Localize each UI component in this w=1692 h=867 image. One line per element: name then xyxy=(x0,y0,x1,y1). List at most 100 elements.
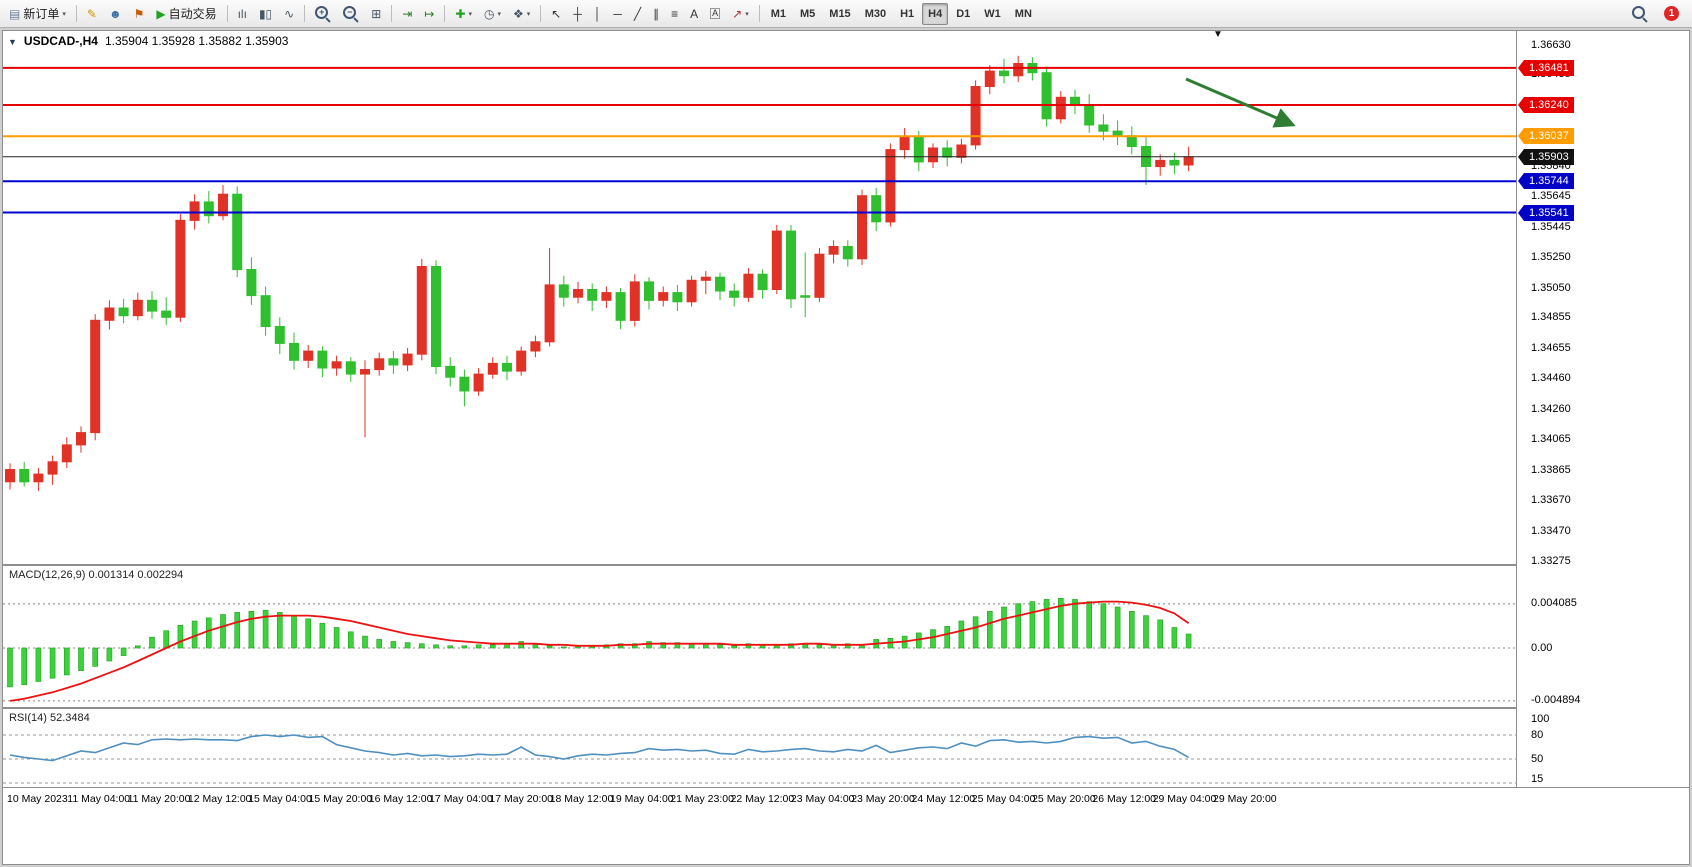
axis-label: 1.34460 xyxy=(1531,372,1571,385)
time-label: 19 May 04:00 xyxy=(610,793,674,805)
search-button[interactable] xyxy=(1627,3,1653,25)
time-label: 23 May 20:00 xyxy=(851,793,915,805)
chevron-down-icon: ▾ xyxy=(497,10,501,18)
time-label: 21 May 23:00 xyxy=(670,793,734,805)
cursor-button[interactable]: ↖ xyxy=(546,3,566,25)
rsi-panel[interactable]: RSI(14) 52.3484 xyxy=(3,709,1516,787)
text-icon: A xyxy=(690,6,699,21)
text-button[interactable]: A xyxy=(685,3,703,25)
tf-h1-button[interactable]: H1 xyxy=(894,3,920,25)
tf-m1-label: M1 xyxy=(770,7,786,20)
template-button[interactable]: ❖ ▾ xyxy=(508,3,535,25)
panel-separator[interactable] xyxy=(3,707,1516,709)
auto-scroll-button[interactable]: ⇥ xyxy=(397,3,417,25)
channel-button[interactable]: ∥ xyxy=(648,3,664,25)
fibonacci-button[interactable]: ≡ xyxy=(666,3,683,25)
time-label: 11 May 04:00 xyxy=(67,793,131,805)
autotrading-button[interactable]: ▶ 自动交易 xyxy=(151,3,221,25)
tf-m30-label: M30 xyxy=(864,7,887,20)
chevron-down-icon: ▾ xyxy=(526,10,531,18)
price-tag-notch xyxy=(1518,59,1524,76)
price-tag-notch xyxy=(1518,97,1524,113)
time-label: 24 May 12:00 xyxy=(911,793,976,805)
axis-label: 0.004085 xyxy=(1531,597,1577,610)
tile-windows-button[interactable]: ⊞ xyxy=(366,3,386,25)
tf-h4-button[interactable]: H4 xyxy=(922,2,949,25)
candle-chart-button[interactable]: ▮▯ xyxy=(254,3,277,25)
tf-mn-button[interactable]: MN xyxy=(1009,3,1038,25)
line-chart-button[interactable]: ∿ xyxy=(279,3,299,25)
price-tag-1.36037: 1.36037 xyxy=(1518,128,1574,145)
panel-separator[interactable] xyxy=(3,564,1516,566)
bar-chart-button[interactable]: ılı xyxy=(233,3,252,25)
price-tag-1.35903: 1.35903 xyxy=(1518,148,1574,165)
axis-label: 15 xyxy=(1531,772,1544,785)
tf-mn-label: MN xyxy=(1014,7,1032,20)
toolbar-separator xyxy=(304,5,306,22)
price-axis[interactable]: 1.366301.364351.358401.356451.354451.352… xyxy=(1516,31,1689,787)
time-label: 15 May 04:00 xyxy=(248,793,312,805)
news-button[interactable]: ⚑ xyxy=(129,3,150,25)
period-button[interactable]: ◷ ▾ xyxy=(479,3,506,25)
chart-menu-icon[interactable]: ▼ xyxy=(8,37,17,47)
vertical-line-button[interactable]: │ xyxy=(589,3,607,25)
axis-label: 0.00 xyxy=(1531,641,1553,654)
price-chart[interactable]: ▼ USDCAD-,H4 1.35904 1.35928 1.35882 1.3… xyxy=(3,31,1516,564)
axis-label: 1.34065 xyxy=(1531,432,1571,445)
axis-label: 1.35050 xyxy=(1531,281,1571,294)
time-label: 25 May 04:00 xyxy=(971,793,1036,805)
price-tag-1.36240: 1.36240 xyxy=(1518,97,1574,113)
tf-m15-button[interactable]: M15 xyxy=(823,3,856,25)
tf-w1-button[interactable]: W1 xyxy=(978,3,1007,25)
zoom-out-button[interactable] xyxy=(338,3,364,25)
new-order-button[interactable]: ▤ 新订单 ▾ xyxy=(4,3,71,25)
chart-symbol: USDCAD-,H4 xyxy=(23,34,98,48)
autotrading-label: 自动交易 xyxy=(168,7,217,21)
trendline-button[interactable]: ╱ xyxy=(629,3,646,25)
axis-label: 100 xyxy=(1531,712,1550,725)
toolbar-separator xyxy=(226,5,228,22)
metaeditor-icon: ✎ xyxy=(86,6,97,21)
price-tag-notch xyxy=(1518,128,1524,145)
main-toolbar: ▤新订单▾✎☻⚑▶自动交易ılı▮▯∿⊞⇥↦✚▾◷▾❖▾↖┼│─╱∥≡AA↗▾M… xyxy=(0,0,1692,28)
time-label: 29 May 04:00 xyxy=(1152,793,1217,805)
axis-label: 1.33470 xyxy=(1531,524,1571,537)
time-axis[interactable]: 10 May 2023 11 May 04:00 11 May 20:00 12 Ma… xyxy=(3,787,1689,814)
tf-m5-button[interactable]: M5 xyxy=(794,3,821,25)
chart-shift-marker[interactable]: ▼ xyxy=(1213,31,1223,40)
tf-m1-button[interactable]: M1 xyxy=(765,3,792,25)
axis-label: 1.33670 xyxy=(1531,493,1571,506)
time-label: 16 May 12:00 xyxy=(368,793,433,805)
arrows-button[interactable]: ↗ ▾ xyxy=(727,3,754,25)
text-label-button[interactable]: A xyxy=(705,3,725,25)
time-label: 17 May 20:00 xyxy=(489,793,554,805)
axis-label: -0.004894 xyxy=(1531,694,1581,707)
horizontal-line-button[interactable]: ─ xyxy=(608,3,627,25)
tf-d1-button[interactable]: D1 xyxy=(950,3,976,25)
toolbar-right: 1 xyxy=(1626,3,1689,25)
chart-ohlc: 1.35904 1.35928 1.35882 1.35903 xyxy=(104,34,289,48)
rsi-label: RSI(14) 52.3484 xyxy=(9,712,90,724)
new-chart-icon: ✚ xyxy=(455,6,466,21)
tf-m30-button[interactable]: M30 xyxy=(859,3,892,25)
toolbar-separator xyxy=(75,5,77,22)
macd-panel[interactable]: MACD(12,26,9) 0.001314 0.002294 xyxy=(3,566,1516,707)
auto-scroll-icon: ⇥ xyxy=(402,6,413,21)
horizontal-line-icon: ─ xyxy=(613,6,622,21)
time-label: 12 May 12:00 xyxy=(187,793,252,805)
chart-shift-icon: ↦ xyxy=(424,6,435,21)
new-chart-button[interactable]: ✚ ▾ xyxy=(450,3,477,25)
zoom-in-button[interactable] xyxy=(310,3,336,25)
chart-shift-button[interactable]: ↦ xyxy=(419,3,439,25)
time-label: 29 May 20:00 xyxy=(1213,793,1277,805)
tf-h1-label: H1 xyxy=(900,7,915,20)
cursor-icon: ↖ xyxy=(551,6,562,21)
metaeditor-button[interactable]: ✎ xyxy=(82,3,102,25)
axis-label: 1.34855 xyxy=(1531,311,1571,324)
notifications-button[interactable]: 1 xyxy=(1659,3,1684,25)
crosshair-button[interactable]: ┼ xyxy=(568,3,587,25)
axis-label: 1.34655 xyxy=(1531,342,1571,355)
community-button[interactable]: ☻ xyxy=(104,3,127,25)
candle-chart-icon: ▮▯ xyxy=(258,6,273,21)
time-label: 17 May 04:00 xyxy=(429,793,493,805)
